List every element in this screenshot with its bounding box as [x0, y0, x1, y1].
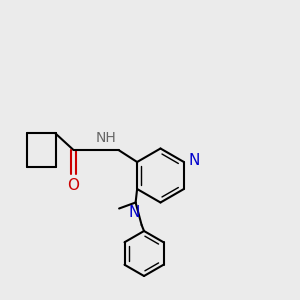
Text: N: N: [188, 153, 200, 168]
Text: O: O: [68, 178, 80, 194]
Text: NH: NH: [96, 131, 117, 146]
Text: N: N: [128, 205, 140, 220]
